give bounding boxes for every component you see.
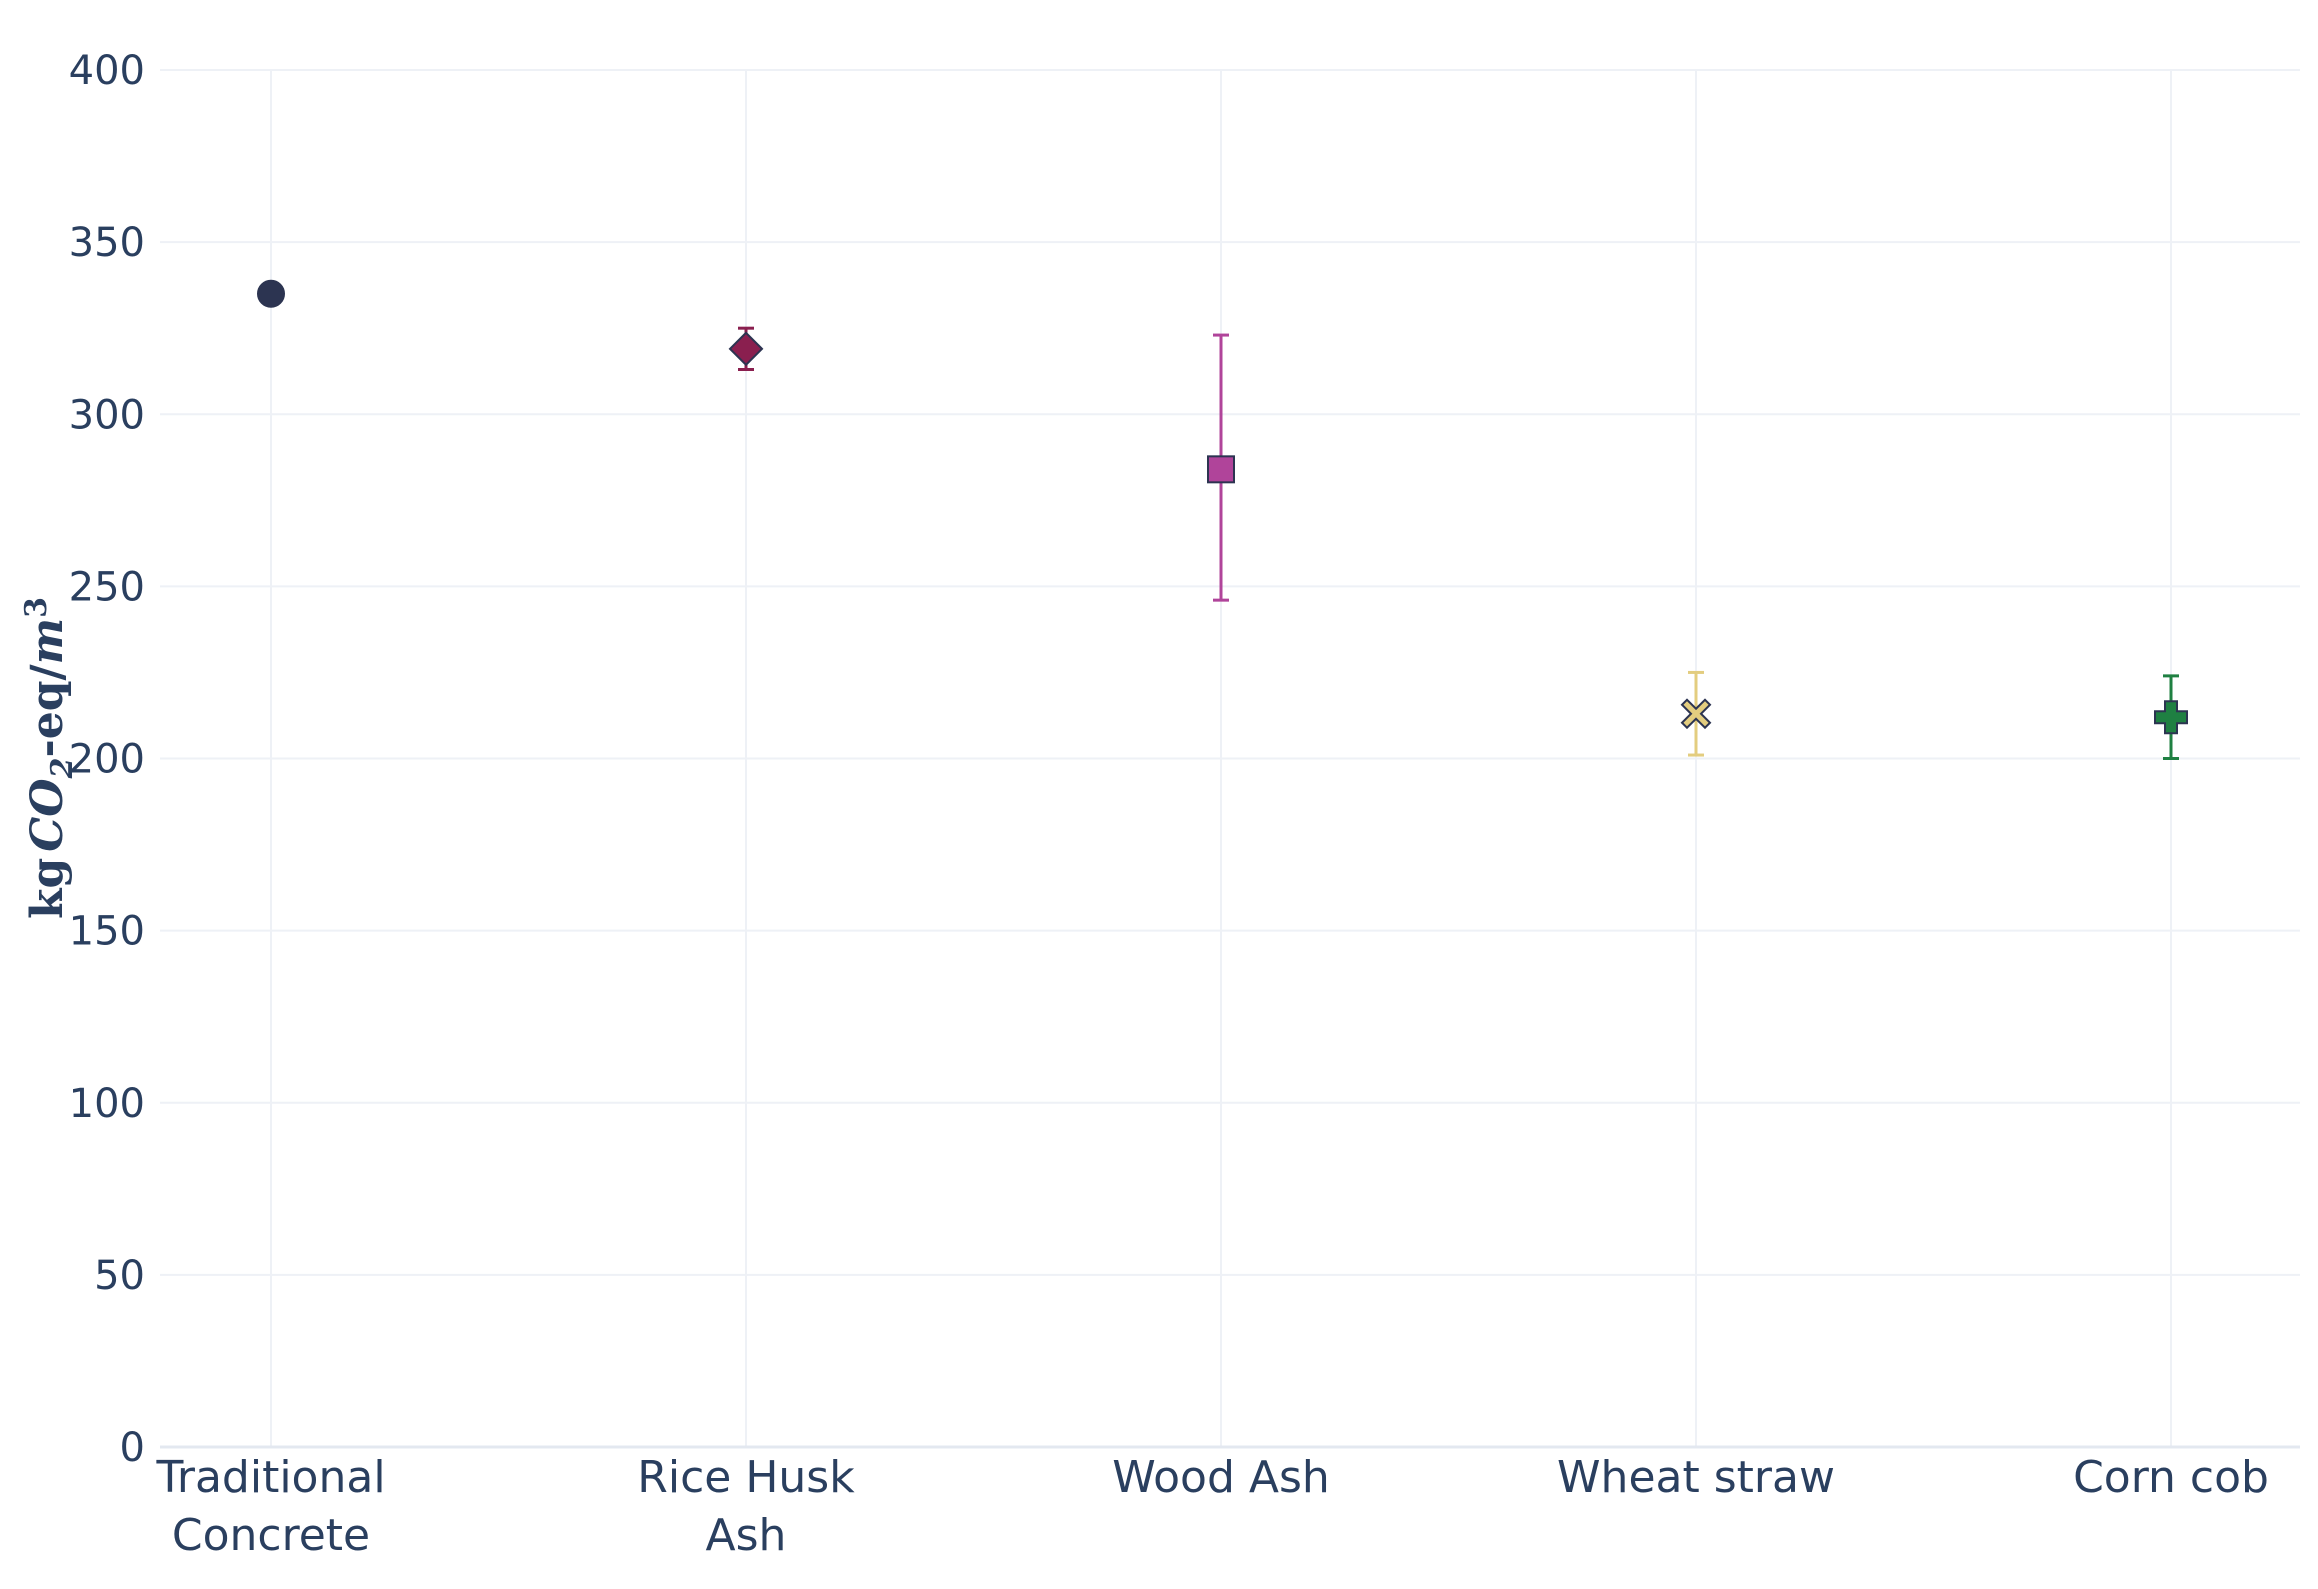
- y-tick-label: 400: [69, 48, 145, 94]
- y-axis-title: kgCO2-eq/m3: [19, 597, 80, 919]
- marker-circle: [257, 279, 285, 308]
- x-tick-label: Traditional Concrete: [155, 1452, 385, 1561]
- grid: [160, 69, 2300, 1447]
- y-tick-label: 50: [94, 1253, 145, 1299]
- axes: 0 50 100 150 200 250 300 350 400 Traditional Concr…: [69, 48, 2300, 1561]
- y-tick-label: 150: [69, 909, 145, 955]
- x-tick-label: Corn cob: [2073, 1452, 2269, 1503]
- y-tick-label: 350: [69, 220, 145, 266]
- y-tick-label: 0: [120, 1425, 145, 1471]
- marker-cross: [2154, 700, 2188, 735]
- x-tick-label: Wheat straw: [1557, 1452, 1835, 1503]
- y-tick-label: 200: [69, 737, 145, 783]
- error-bars: [738, 326, 2179, 760]
- x-tick-label: Wood Ash: [1112, 1452, 1330, 1503]
- markers: [257, 279, 2188, 735]
- marker-square: [1207, 455, 1235, 484]
- x-tick-label: Rice Husk Ash: [637, 1452, 855, 1561]
- marker-x: [1680, 698, 1712, 730]
- y-tick-label: 300: [69, 392, 145, 438]
- y-tick-label: 250: [69, 564, 145, 610]
- marker-diamond: [728, 331, 764, 367]
- y-tick-label: 100: [69, 1081, 145, 1127]
